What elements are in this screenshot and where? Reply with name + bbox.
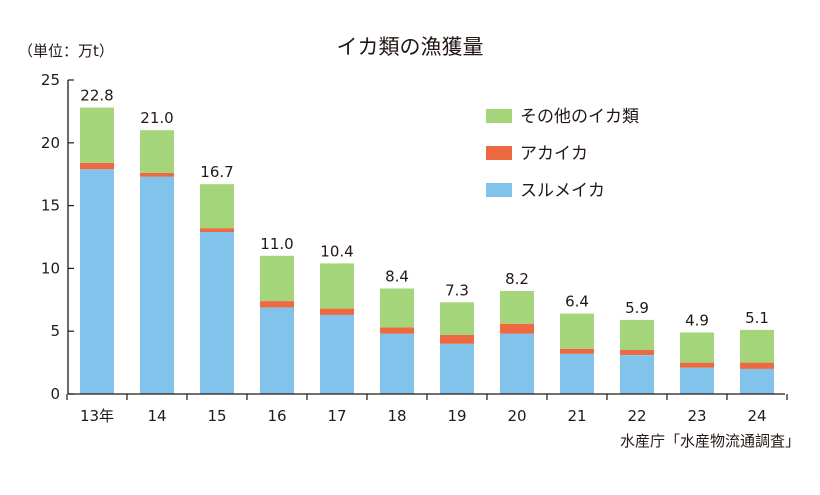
bar-segment (140, 130, 174, 173)
bar-segment (560, 348, 594, 354)
bar-segment (440, 302, 474, 335)
legend-label: その他のイカ類 (520, 107, 639, 127)
legend-swatch (486, 183, 512, 197)
x-tick-label: 18 (387, 407, 406, 425)
total-label: 8.2 (505, 270, 529, 288)
labels-layer: 22.8 13年 21.0 14 16.7 15 11.0 16 10.4 17 8.4 18 7.3 1… (41, 71, 769, 425)
legend-swatch (486, 109, 512, 123)
x-tick-label: 16 (267, 407, 286, 425)
legend-label: スルメイカ (520, 181, 605, 201)
chart-title: イカ類の漁獲量 (337, 35, 484, 59)
bar-segment (740, 368, 774, 394)
bar-segment (440, 343, 474, 394)
bar-segment (380, 327, 414, 334)
bars-layer (80, 107, 774, 394)
axes-layer (66, 79, 788, 400)
bar-segment (740, 362, 774, 369)
x-tick-label: 22 (627, 407, 646, 425)
x-tick-label: 15 (207, 407, 226, 425)
bar-segment (260, 307, 294, 394)
total-label: 5.9 (625, 299, 649, 317)
bar-segment (380, 288, 414, 328)
bar-segment (500, 323, 534, 334)
bar-segment (140, 176, 174, 394)
y-tick-label: 25 (41, 71, 60, 89)
bar-segment (320, 263, 354, 309)
total-label: 7.3 (445, 281, 469, 299)
bar-segment (500, 333, 534, 394)
bar-segment (260, 301, 294, 308)
y-tick-label: 5 (50, 322, 60, 340)
x-tick-label: 23 (687, 407, 706, 425)
bar-segment (200, 228, 234, 232)
total-label: 10.4 (320, 242, 353, 260)
bar-segment (680, 332, 714, 363)
bar-segment (560, 313, 594, 349)
x-tick-label: 14 (147, 407, 166, 425)
x-tick-label: 20 (507, 407, 526, 425)
bar-segment (200, 184, 234, 229)
x-tick-label: 21 (567, 407, 586, 425)
y-tick-label: 15 (41, 197, 60, 215)
bar-segment (380, 333, 414, 394)
y-tick-label: 10 (41, 259, 60, 277)
y-tick-label: 20 (41, 134, 60, 152)
bar-segment (80, 162, 114, 170)
bar-segment (560, 353, 594, 394)
bar-segment (200, 232, 234, 394)
total-label: 6.4 (565, 293, 589, 311)
unit-label: （単位：万t） (18, 42, 114, 60)
legend-swatch (486, 146, 512, 160)
total-label: 21.0 (140, 109, 173, 127)
source-note: 水産庁「水産物流通調査」 (620, 432, 800, 450)
total-label: 16.7 (200, 163, 233, 181)
total-label: 8.4 (385, 268, 409, 286)
bar-segment (680, 362, 714, 368)
bar-segment (680, 367, 714, 394)
x-tick-label: 17 (327, 407, 346, 425)
bar-segment (80, 107, 114, 163)
legend-label: アカイカ (520, 144, 588, 164)
bar-segment (320, 308, 354, 315)
bar-segment (320, 314, 354, 394)
total-label: 11.0 (260, 235, 293, 253)
total-label: 5.1 (745, 309, 769, 327)
y-tick-label: 0 (50, 385, 60, 403)
x-tick-label: 24 (747, 407, 766, 425)
bar-segment (440, 335, 474, 344)
bar-segment (500, 291, 534, 324)
bar-segment (260, 255, 294, 301)
total-label: 4.9 (685, 312, 709, 330)
bar-segment (740, 329, 774, 363)
bar-segment (620, 350, 654, 355)
total-label: 22.8 (80, 87, 113, 105)
bar-segment (620, 355, 654, 394)
bar-segment (140, 172, 174, 177)
x-tick-label: 13年 (80, 407, 114, 425)
x-tick-label: 19 (447, 407, 466, 425)
bar-segment (80, 169, 114, 394)
bar-segment (620, 319, 654, 350)
